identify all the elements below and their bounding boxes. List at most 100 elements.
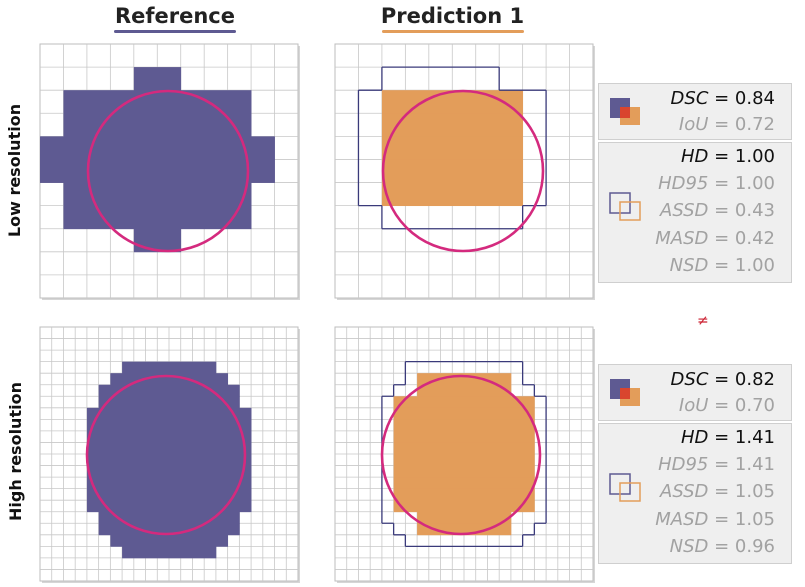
metric-name: MASD: [655, 509, 709, 530]
high-assd-line: ASSD = 1.05: [660, 481, 775, 502]
low-iou-line: IoU = 0.72: [678, 114, 775, 135]
low-res-reference-panel: [39, 43, 300, 300]
reference-mask: [40, 159, 275, 183]
metric-name: ASSD: [660, 200, 709, 221]
low-dsc-line: DSC = 0.84: [670, 88, 775, 109]
metric-value: 1.00: [734, 173, 775, 194]
high-iou-line: IoU = 0.70: [678, 395, 775, 416]
reference-mask: [86, 407, 252, 420]
low-assd-line: ASSD = 0.43: [660, 200, 775, 221]
reference-mask: [86, 500, 252, 513]
row-label-low: Low resolution: [0, 40, 30, 300]
prediction-mask: [417, 523, 512, 536]
high-res-reference-panel: [39, 326, 300, 583]
boundary-outline-icon: [609, 473, 641, 502]
prediction-mask: [393, 488, 535, 501]
low-nsd-line: NSD = 1.00: [669, 255, 775, 276]
contour-circle: [381, 89, 545, 253]
high-dsc-line: DSC = 0.82: [670, 369, 775, 390]
prediction-mask: [393, 442, 535, 455]
high-overlap-metrics-box: DSC = 0.82 IoU = 0.70: [598, 364, 792, 421]
prediction-mask: [393, 419, 535, 432]
reference-mask: [133, 67, 182, 91]
reference-mask: [63, 205, 252, 230]
metric-name: DSC: [670, 369, 709, 390]
prediction-mask: [393, 396, 535, 409]
reference-mask: [86, 419, 252, 432]
metric-value: 0.42: [734, 228, 775, 249]
prediction-mask: [417, 373, 512, 386]
metric-value: 0.82: [734, 369, 775, 390]
reference-mask: [110, 534, 229, 547]
prediction-mask: [393, 454, 535, 466]
low-masd-line: MASD = 0.42: [655, 228, 775, 249]
reference-mask: [86, 454, 252, 466]
reference-mask: [98, 523, 240, 536]
contour-circle: [380, 374, 542, 536]
high-res-prediction-panel: [334, 326, 595, 583]
prediction-mask: [393, 477, 535, 490]
prediction-mask: [381, 113, 524, 137]
metric-value: 0.70: [734, 395, 775, 416]
contour-circle: [85, 374, 247, 536]
metric-value: 1.41: [734, 427, 775, 448]
prediction-mask: [393, 430, 535, 443]
prediction-mask: [417, 511, 512, 524]
low-hd95-line: HD95 = 1.00: [658, 173, 775, 194]
metric-name: NSD: [669, 536, 709, 557]
metric-name: IoU: [678, 395, 709, 416]
reference-mask: [122, 361, 217, 374]
metric-name: MASD: [655, 228, 709, 249]
low-boundary-metrics-box: HD = 1.00 HD95 = 1.00 ASSD = 0.43 MASD =…: [598, 142, 792, 283]
metric-name: ASSD: [660, 481, 709, 502]
metric-value: 1.05: [734, 509, 775, 530]
low-hd-line: HD = 1.00: [680, 146, 775, 167]
high-masd-line: MASD = 1.05: [655, 509, 775, 530]
reference-mask: [98, 511, 240, 524]
reference-mask: [86, 430, 252, 443]
prediction-underline: [381, 30, 524, 33]
metric-name: HD95: [658, 173, 709, 194]
reference-mask: [86, 488, 252, 501]
reference-mask: [63, 113, 252, 137]
high-boundary-metrics-box: HD = 1.41 HD95 = 1.41 ASSD = 1.05 MASD =…: [598, 423, 792, 564]
prediction-header-label: Prediction 1: [380, 4, 525, 28]
reference-underline: [114, 30, 236, 33]
metric-value: 1.00: [734, 146, 775, 167]
reference-mask: [86, 465, 252, 478]
metric-name: IoU: [678, 114, 709, 135]
prediction-mask: [393, 465, 535, 478]
reference-mask: [122, 546, 217, 559]
metric-name: NSD: [669, 255, 709, 276]
not-equal-symbol: ≠: [697, 313, 709, 329]
high-hd-line: HD = 1.41: [680, 427, 775, 448]
high-nsd-line: NSD = 0.96: [669, 536, 775, 557]
row-label-low-text: Low resolution: [5, 103, 25, 237]
prediction-mask: [393, 500, 535, 513]
prediction-mask: [381, 182, 524, 207]
metric-name: DSC: [670, 88, 709, 109]
reference-mask: [86, 477, 252, 490]
row-label-high: High resolution: [0, 322, 30, 580]
high-hd95-line: HD95 = 1.41: [658, 454, 775, 475]
metric-value: 0.96: [734, 536, 775, 557]
metric-value: 0.72: [734, 114, 775, 135]
reference-mask: [98, 384, 240, 397]
contour-circle: [86, 89, 250, 253]
row-label-high-text: High resolution: [5, 381, 25, 521]
prediction-mask: [381, 159, 524, 183]
low-res-prediction-panel: [334, 43, 595, 300]
prediction-header: Prediction 1: [355, 4, 550, 38]
prediction-mask: [381, 136, 524, 160]
reference-mask: [133, 228, 182, 253]
low-overlap-metrics-box: DSC = 0.84 IoU = 0.72: [598, 83, 792, 140]
overlap-squares-icon: [610, 98, 640, 125]
boundary-outline-icon: [609, 192, 641, 221]
reference-header: Reference: [80, 4, 270, 38]
reference-mask: [63, 182, 252, 207]
overlap-squares-icon: [610, 379, 640, 406]
reference-mask: [98, 396, 240, 409]
metric-value: 1.00: [734, 255, 775, 276]
prediction-mask: [393, 407, 535, 420]
reference-mask: [40, 136, 275, 160]
